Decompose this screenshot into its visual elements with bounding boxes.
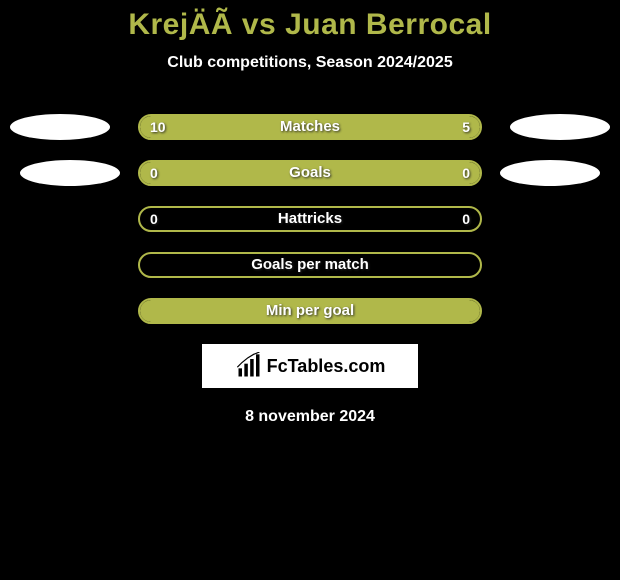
stat-row-min-per-goal: Min per goal <box>0 298 620 324</box>
avatar-player-left <box>10 114 110 140</box>
avatar-player-right <box>500 160 600 186</box>
stat-label: Goals per match <box>140 254 480 276</box>
avatar-player-right <box>510 114 610 140</box>
avatar-player-left <box>20 160 120 186</box>
bar-chart-icon <box>235 352 263 380</box>
logo-text: FcTables.com <box>267 356 386 377</box>
stat-row-goals-per-match: Goals per match <box>0 252 620 278</box>
value-left: 0 <box>150 162 158 184</box>
value-right: 5 <box>462 116 470 138</box>
value-left: 0 <box>150 208 158 230</box>
stat-row-hattricks: 0 Hattricks 0 <box>0 206 620 232</box>
bar-track-gpm: Goals per match <box>138 252 482 278</box>
bar-full-fill <box>140 300 480 322</box>
logo: FcTables.com <box>235 352 386 380</box>
value-right: 0 <box>462 162 470 184</box>
stat-label: Hattricks <box>140 208 480 230</box>
subtitle: Club competitions, Season 2024/2025 <box>0 54 620 72</box>
bar-full-fill <box>140 162 480 184</box>
bar-track-matches: 10 Matches 5 <box>138 114 482 140</box>
bar-track-mpg: Min per goal <box>138 298 482 324</box>
logo-box: FcTables.com <box>202 344 418 388</box>
comparison-infographic: KrejÄÃ vs Juan Berrocal Club competition… <box>0 0 620 426</box>
bar-track-hattricks: 0 Hattricks 0 <box>138 206 482 232</box>
page-title: KrejÄÃ vs Juan Berrocal <box>0 8 620 42</box>
stat-row-goals: 0 Goals 0 <box>0 160 620 186</box>
bar-track-goals: 0 Goals 0 <box>138 160 482 186</box>
stat-row-matches: 10 Matches 5 <box>0 114 620 140</box>
chart-area: 10 Matches 5 0 Goals 0 0 Hattricks 0 <box>0 114 620 324</box>
bar-left-fill <box>140 116 367 138</box>
value-right: 0 <box>462 208 470 230</box>
value-left: 10 <box>150 116 166 138</box>
date-text: 8 november 2024 <box>0 408 620 426</box>
